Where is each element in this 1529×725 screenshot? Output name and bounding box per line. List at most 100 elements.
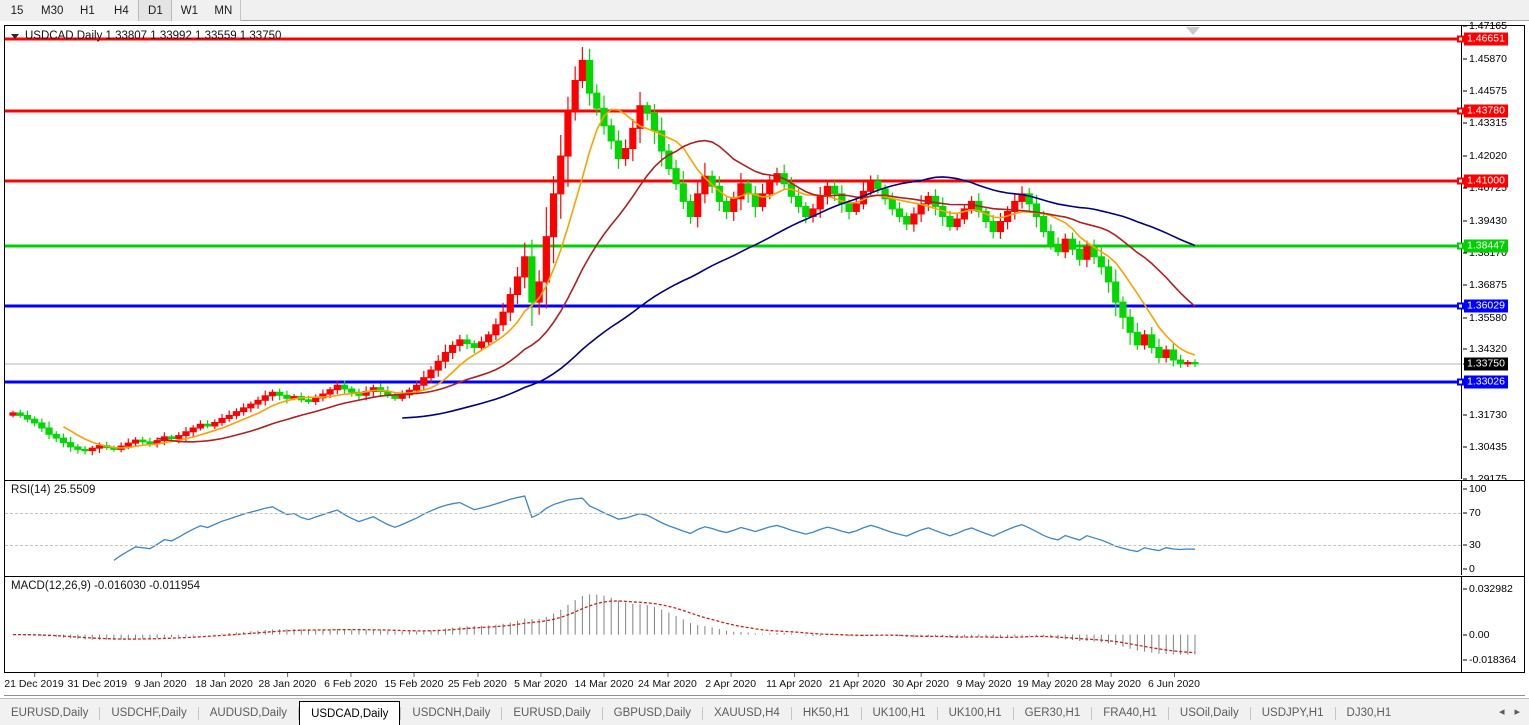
price-level-line[interactable]	[5, 244, 1461, 248]
chart-tab-usoil-daily[interactable]: USOil,Daily	[1179, 707, 1239, 719]
date-axis-tick: 31 Dec 2019	[68, 673, 127, 690]
tab-separator	[1334, 707, 1336, 720]
chart-tab-xauusd-h4[interactable]: XAUUSD,H4	[714, 707, 780, 719]
price-level-badge[interactable]: 1.46651	[1464, 32, 1508, 46]
price-level-handle[interactable]	[1457, 177, 1464, 185]
chart-frame: 1.47165 1.45870 1.44575 1.43315 1.42020 1.407…	[4, 20, 1525, 673]
timeframe-button-w1[interactable]: W1	[180, 4, 198, 17]
indicator-line-ma-slow	[402, 176, 1196, 419]
chart-top-marker-icon	[1186, 27, 1200, 35]
tab-separator	[702, 707, 703, 720]
price-level-handle[interactable]	[1457, 107, 1464, 115]
date-axis-tick: 18 Jan 2020	[195, 673, 253, 690]
chart-tab-usdchf-daily[interactable]: USDCHF,Daily	[111, 707, 187, 719]
tab-separator	[298, 707, 300, 720]
date-axis-tick: 6 Feb 2020	[324, 673, 377, 690]
rsi-plot-area[interactable]	[5, 481, 1461, 575]
date-axis-tick: 28 Jan 2020	[258, 673, 316, 690]
chart-tab-eurusd-daily[interactable]: EURUSD,Daily	[513, 707, 591, 719]
date-axis-tick: 15 Feb 2020	[385, 673, 443, 690]
rsi-pane[interactable]: 100 70 30 0 RSI(14) 25.5509	[5, 480, 1524, 575]
price-level-badge[interactable]: 1.41000	[1464, 174, 1508, 188]
chart-tab-usdcad-daily[interactable]: USDCAD,Daily	[299, 701, 401, 725]
rsi-axis-tick: 70	[1463, 507, 1481, 519]
date-axis-tick: 24 Mar 2020	[638, 673, 697, 690]
chart-tab-gbpusd-daily[interactable]: GBPUSD,Daily	[613, 707, 691, 719]
price-level-line[interactable]	[5, 304, 1461, 308]
chart-tab-usdcnh-daily[interactable]: USDCNH,Daily	[412, 707, 491, 719]
timeframe-button-d1[interactable]: D1	[138, 0, 173, 21]
indicator-line-ma-fast	[63, 108, 1196, 449]
macd-pane[interactable]: 0.032982 0.00 -0.018364 MACD(12,26,9) -0.0…	[5, 576, 1524, 672]
price-level-handle[interactable]	[1457, 302, 1464, 310]
price-axis-tick: 1.47165	[1463, 20, 1507, 32]
date-axis-tick: 11 Apr 2020	[766, 673, 822, 690]
price-axis-tick: 1.34320	[1463, 343, 1507, 355]
price-level-badge[interactable]: 1.38447	[1464, 239, 1508, 253]
price-level-line[interactable]	[5, 380, 1461, 384]
macd-label: MACD(12,26,9) -0.016030 -0.011954	[11, 580, 201, 592]
tab-separator	[860, 707, 862, 720]
price-axis[interactable]: 1.47165 1.45870 1.44575 1.43315 1.42020 1.407…	[1457, 20, 1524, 485]
chart-tab-eurusd-daily[interactable]: EURUSD,Daily	[11, 707, 89, 719]
chart-tab-usdjpy-h1[interactable]: USDJPY,H1	[1261, 707, 1324, 719]
macd-plot-area[interactable]	[5, 577, 1461, 672]
chevron-down-icon[interactable]	[11, 34, 19, 39]
timeframe-toolbar: 15 M30 H1 H4 D1 W1 MN	[0, 0, 1529, 21]
rsi-series	[113, 495, 1196, 561]
tab-separator	[936, 707, 938, 720]
candlestick-series	[9, 47, 1199, 456]
timeframe-button-group: 15 M30 H1 H4 D1 W1 MN	[0, 0, 242, 21]
chart-tab-fra40-h1[interactable]: FRA40,H1	[1103, 707, 1157, 719]
price-pane[interactable]: 1.47165 1.45870 1.44575 1.43315 1.42020 1.407…	[5, 20, 1524, 485]
chart-tab-audusd-daily[interactable]: AUDUSD,Daily	[209, 707, 288, 719]
tab-separator	[1012, 707, 1014, 720]
price-axis-tick: 1.36875	[1463, 279, 1507, 291]
date-axis-tick: 21 Apr 2020	[829, 673, 886, 690]
rsi-axis-tick: 0	[1463, 563, 1475, 575]
price-level-line[interactable]	[5, 109, 1461, 113]
tab-separator	[601, 707, 603, 720]
chart-tab-dj30-h1[interactable]: DJ30,H1	[1346, 707, 1392, 719]
tab-separator	[99, 707, 101, 720]
date-axis-tick: 5 Mar 2020	[514, 673, 567, 690]
timeframe-button-mn[interactable]: MN	[214, 4, 233, 17]
rsi-label: RSI(14) 25.5509	[11, 484, 96, 496]
price-axis-tick: 1.31730	[1463, 409, 1507, 421]
chart-tab-uk100-h1[interactable]: UK100,H1	[872, 707, 926, 719]
tab-separator	[501, 707, 503, 720]
chart-symbol-label: USDCAD,Daily 1.33807 1.33992 1.33559 1.3…	[25, 30, 282, 42]
timeframe-button-h1[interactable]: H1	[80, 4, 95, 17]
price-level-badge[interactable]: 1.43780	[1464, 104, 1508, 118]
date-axis-tick: 28 May 2020	[1080, 673, 1141, 690]
price-plot-area[interactable]	[5, 26, 1461, 479]
timeframe-button-h4[interactable]: H4	[114, 4, 129, 17]
tab-scroll-right-icon[interactable]: ▸	[1514, 706, 1520, 718]
price-level-handle[interactable]	[1457, 242, 1464, 250]
date-axis-tick: 14 Mar 2020	[575, 673, 633, 690]
price-level-line[interactable]	[5, 37, 1461, 41]
price-level-handle[interactable]	[1457, 378, 1464, 386]
chart-tab-uk100-h1[interactable]: UK100,H1	[948, 707, 1002, 719]
chart-tab-hk50-h1[interactable]: HK50,H1	[802, 707, 850, 719]
chart-tab-ger30-h1[interactable]: GER30,H1	[1024, 707, 1081, 719]
macd-axis-tick: -0.018364	[1463, 654, 1516, 666]
price-axis-tick: 1.42020	[1463, 150, 1507, 162]
tab-separator	[790, 707, 792, 720]
date-axis-tick: 19 May 2020	[1017, 673, 1078, 690]
timeframe-button-15[interactable]: 15	[10, 4, 24, 17]
tab-scroll-left-icon[interactable]: ◂	[1498, 706, 1505, 718]
price-level-line[interactable]	[5, 179, 1461, 183]
tab-separator	[400, 707, 402, 720]
price-level-badge[interactable]: 1.33026	[1464, 375, 1508, 389]
price-level-badge[interactable]: 1.33750	[1464, 357, 1508, 371]
timeframe-button-m30[interactable]: M30	[41, 4, 64, 17]
rsi-axis: 100 70 30 0	[1461, 481, 1524, 575]
price-level-handle[interactable]	[1457, 35, 1464, 43]
date-axis-tick: 9 Jan 2020	[135, 673, 187, 690]
tab-separator	[197, 707, 199, 720]
price-level-line[interactable]	[5, 363, 1461, 365]
tab-separator	[1091, 707, 1093, 720]
price-level-badge[interactable]: 1.36029	[1464, 299, 1508, 313]
